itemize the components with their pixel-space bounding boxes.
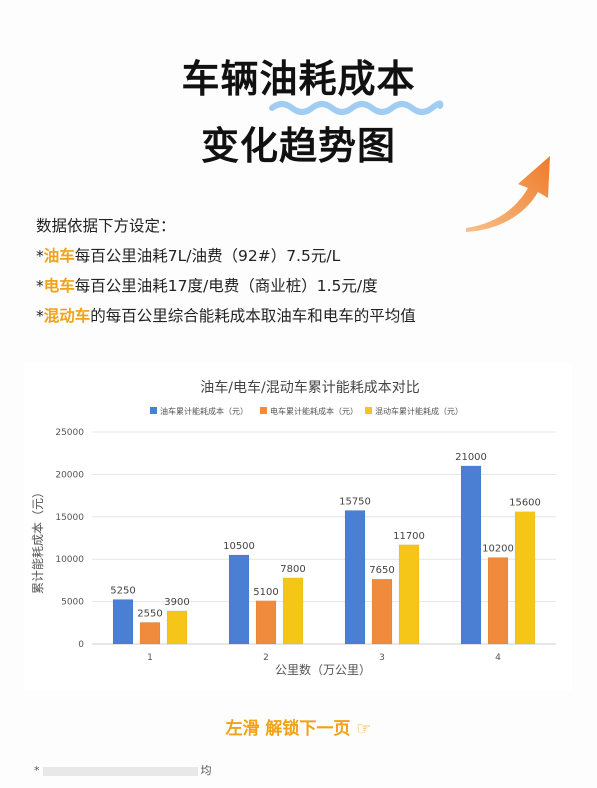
bar-1-1 [255, 600, 277, 645]
wavy-underline-icon [269, 100, 444, 115]
x-axis-label: 公里数（万公里） [275, 662, 371, 677]
x-tick-label: 3 [379, 653, 385, 663]
note-text-oil: 每百公里油耗7L/油费（92#）7.5元/L [74, 247, 341, 265]
x-tick-label: 4 [495, 653, 501, 663]
bar-1-0 [139, 622, 161, 645]
legend-label-2: 混动车累计能耗成（元） [375, 406, 463, 416]
y-tick-label: 15000 [55, 513, 84, 523]
bar-value-label: 3900 [164, 597, 189, 608]
title-line-2: 变化趋势图 [200, 124, 396, 168]
chart-title: 油车/电车/混动车累计能耗成本对比 [200, 379, 419, 396]
bar-value-label: 5250 [110, 585, 135, 596]
legend-swatch-1 [260, 407, 267, 414]
bar-value-label: 21000 [455, 452, 487, 463]
bar-value-label: 10500 [223, 541, 255, 552]
legend-label-1: 电车累计能耗成本（元） [270, 406, 358, 416]
y-tick-label: 5000 [61, 598, 84, 608]
notes-intro: 数据依据下方设定： [36, 217, 176, 235]
chart-legend: 油车累计能耗成本（元） 电车累计能耗成本（元） 混动车累计能耗成（元） [150, 406, 463, 416]
note-highlight-electric: 电车 [43, 277, 75, 295]
title-line-1: 车辆油耗成本 [181, 57, 416, 101]
note-prefix: * [36, 247, 44, 265]
bar-value-label: 2550 [137, 608, 162, 619]
y-tick-label: 20000 [55, 470, 84, 480]
bar-value-label: 10200 [482, 544, 514, 555]
bar-0-0 [112, 599, 134, 645]
bar-0-1 [228, 554, 250, 645]
bar-2-3 [514, 511, 536, 645]
note-hybrid: *混动车的每百公里综合能耗成本取油车和电车的平均值 [36, 304, 416, 326]
bar-value-label: 7650 [369, 565, 394, 576]
note-prefix: * [36, 277, 44, 295]
note-highlight-oil: 油车 [43, 247, 75, 265]
footer-end: 均 [200, 764, 212, 777]
curved-arrow-icon [466, 156, 550, 232]
bar-value-label: 15750 [339, 496, 371, 507]
y-tick-label: 25000 [55, 428, 84, 438]
bar-1-3 [487, 557, 509, 645]
legend-label-0: 油车累计能耗成本（元） [160, 406, 248, 416]
bar-value-label: 5100 [253, 587, 278, 598]
x-axis: 1 2 3 4 [147, 653, 501, 663]
bar-1-2 [371, 578, 393, 645]
y-tick-label: 0 [78, 640, 84, 650]
x-tick-label: 2 [263, 653, 269, 663]
y-axis-label: 累计能耗成本（元） [31, 486, 45, 594]
blurred-text [42, 766, 198, 776]
bar-value-label: 15600 [509, 498, 541, 509]
bar-chart: 油车/电车/混动车累计能耗成本对比 油车累计能耗成本（元） 电车累计能耗成本（元）… [24, 362, 572, 690]
note-highlight-hybrid: 混动车 [43, 307, 91, 325]
bar-2-1 [282, 577, 304, 645]
note-text-electric: 每百公里油耗17度/电费（商业桩）1.5元/度 [74, 277, 378, 295]
bar-value-label: 7800 [280, 564, 305, 575]
legend-swatch-2 [365, 407, 372, 414]
note-electric: *电车每百公里油耗17度/电费（商业桩）1.5元/度 [36, 274, 378, 296]
swipe-hint[interactable]: 左滑 解锁下一页 ☞ [225, 719, 372, 739]
bar-value-label: 11700 [393, 531, 425, 542]
legend-swatch-0 [150, 407, 157, 414]
note-prefix: * [36, 307, 44, 325]
note-text-hybrid: 的每百公里综合能耗成本取油车和电车的平均值 [90, 307, 416, 325]
bar-2-2 [398, 544, 420, 645]
note-oil: *油车每百公里油耗7L/油费（92#）7.5元/L [36, 244, 340, 266]
footer-start: * [34, 764, 40, 777]
y-tick-label: 10000 [55, 555, 84, 565]
x-tick-label: 1 [147, 653, 153, 663]
bar-0-3 [460, 465, 482, 645]
footer-note: * 均 [34, 762, 212, 778]
bar-2-0 [166, 610, 188, 645]
bar-0-2 [344, 510, 366, 645]
